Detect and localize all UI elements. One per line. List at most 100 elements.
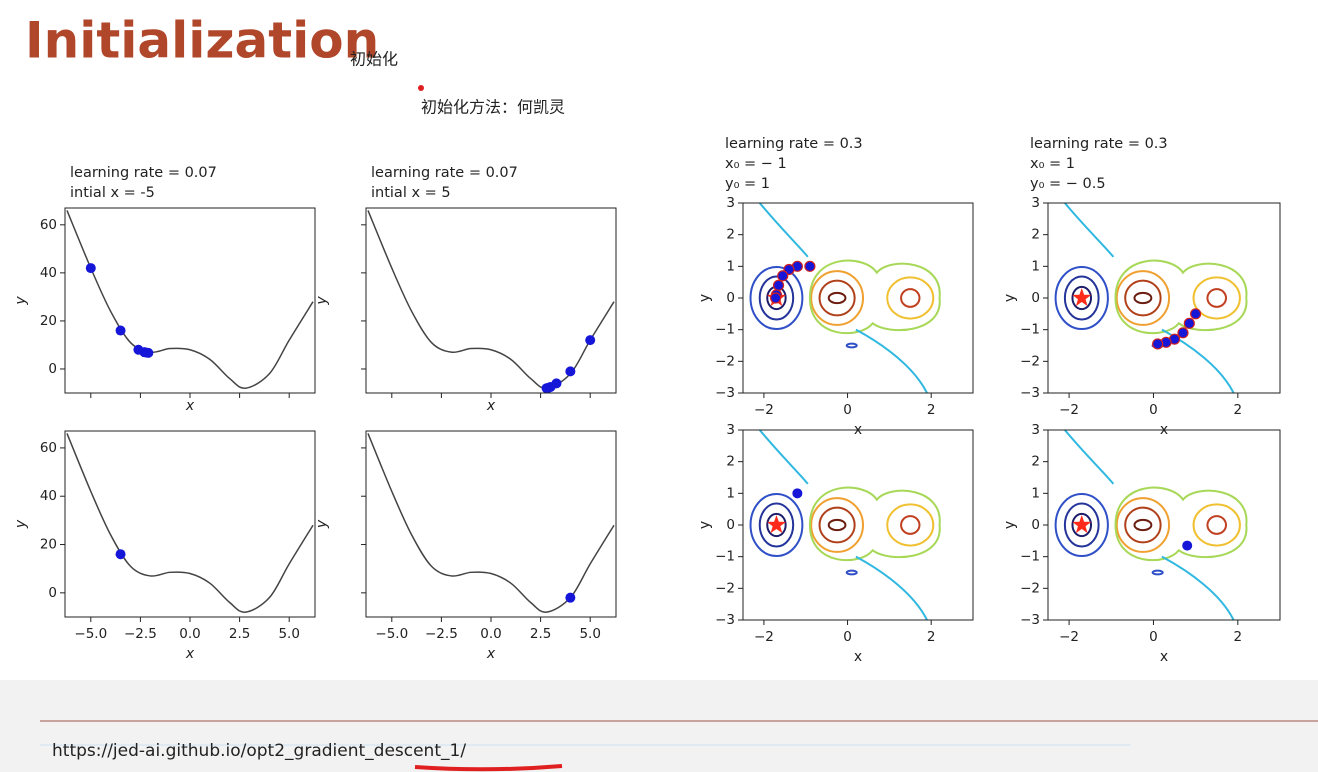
plot-title: learning rate = 0.07 <box>70 165 217 181</box>
x-tick-label: 0 <box>1149 402 1158 418</box>
y-tick-label: −3 <box>715 385 735 401</box>
axes-frame <box>64 207 316 394</box>
x-tick-label: 0 <box>843 629 852 645</box>
plot-area <box>66 433 314 613</box>
contour <box>900 288 921 308</box>
x-tick-label: 0.0 <box>480 626 501 642</box>
y-tick-label: 3 <box>726 422 735 438</box>
minimum-star <box>766 515 786 534</box>
x-tick-label: −5.0 <box>375 626 408 642</box>
plot-panel: −5.0 −2.5 0.0 2.5 5.0 x y <box>314 430 617 662</box>
contour <box>1133 291 1153 305</box>
contour <box>845 569 858 576</box>
x-tick-label: 2 <box>927 629 936 645</box>
contour <box>1192 276 1241 320</box>
descent-point <box>1182 540 1193 551</box>
y-tick-label: −1 <box>715 322 735 338</box>
contour <box>1071 512 1093 538</box>
slide-title: Initialization <box>25 12 379 70</box>
contour <box>1063 502 1100 548</box>
plot-title: y₀ = − 0.5 <box>1030 176 1106 192</box>
x-tick-label: −2.5 <box>124 626 157 642</box>
function-curve <box>66 433 314 613</box>
contour <box>1124 506 1162 544</box>
contour <box>1064 430 1235 620</box>
contour <box>886 503 935 547</box>
note: 初始化方法：何凯灵 <box>421 98 565 117</box>
contour <box>1206 288 1228 308</box>
y-tick-label: 1 <box>726 485 735 501</box>
y-tick-label: −1 <box>715 549 735 565</box>
y-axis-label: y <box>13 519 29 529</box>
descent-point <box>1183 317 1195 329</box>
minimum-star <box>1072 288 1092 307</box>
descent-point <box>85 263 96 274</box>
contour <box>827 291 847 305</box>
plot-title: learning rate = 0.07 <box>371 165 518 181</box>
y-tick-label: 0 <box>48 585 57 601</box>
contour <box>1115 270 1171 326</box>
y-tick-label: −3 <box>715 612 735 628</box>
y-tick-label: 2 <box>1031 454 1040 470</box>
plot-title: intial x = -5 <box>70 185 155 201</box>
x-tick-label: 2 <box>927 402 936 418</box>
source-url: https://jed-ai.github.io/opt2_gradient_d… <box>52 741 466 761</box>
contour <box>1054 265 1109 331</box>
x-tick-label: −2.5 <box>425 626 458 642</box>
x-axis-label: x <box>486 646 496 662</box>
contour <box>758 203 928 393</box>
y-axis-label: y <box>697 294 713 302</box>
x-tick-label: −2 <box>1059 402 1079 418</box>
y-tick-label: 60 <box>40 217 57 233</box>
x-tick-label: −2 <box>754 402 774 418</box>
descent-point <box>115 549 126 560</box>
y-axis-label: y <box>1002 294 1018 302</box>
y-tick-label: −3 <box>1020 612 1040 628</box>
axes-frame <box>365 430 617 618</box>
descent-point <box>1152 338 1164 350</box>
plot-title: x₀ = 1 <box>1030 156 1075 172</box>
plot-area <box>749 203 941 393</box>
x-tick-label: 0 <box>1149 629 1158 645</box>
x-axis-label: x <box>185 646 195 662</box>
y-tick-label: 0 <box>48 361 57 377</box>
contour <box>810 497 865 553</box>
contour <box>818 506 856 544</box>
footer-band <box>0 680 1318 772</box>
y-tick-label: −2 <box>715 580 735 596</box>
descent-point <box>770 292 782 304</box>
descent-point <box>792 488 803 499</box>
x-axis-label: x <box>185 398 195 414</box>
pen-dot <box>418 85 424 91</box>
plot-panel: x y learning rate = 0.07 intial x = 5 <box>314 165 617 414</box>
x-tick-label: −2 <box>1059 629 1079 645</box>
contour <box>1206 515 1228 535</box>
descent-point <box>772 279 785 291</box>
y-axis-label: y <box>13 296 29 306</box>
contour <box>808 486 941 562</box>
plot-title: learning rate = 0.3 <box>725 136 863 152</box>
contour <box>900 515 921 535</box>
axes-frame <box>1047 429 1281 621</box>
descent-point <box>585 335 596 346</box>
contour <box>758 275 795 321</box>
y-tick-label: 0 <box>726 290 735 306</box>
descent-point <box>777 270 789 282</box>
descent-point <box>541 383 552 393</box>
y-tick-label: −3 <box>1020 385 1040 401</box>
y-tick-label: −1 <box>1020 549 1040 565</box>
y-axis-label: y <box>314 519 330 529</box>
function-curve <box>367 210 615 389</box>
y-tick-label: 3 <box>726 195 735 211</box>
y-tick-label: 0 <box>1031 290 1040 306</box>
contour <box>827 518 847 532</box>
contour <box>1192 503 1241 547</box>
descent-point <box>804 260 816 272</box>
y-axis-label: y <box>697 521 713 529</box>
contour <box>1133 518 1153 532</box>
descent-point <box>1190 308 1202 320</box>
x-tick-label: 0 <box>843 402 852 418</box>
contour <box>1064 203 1235 393</box>
